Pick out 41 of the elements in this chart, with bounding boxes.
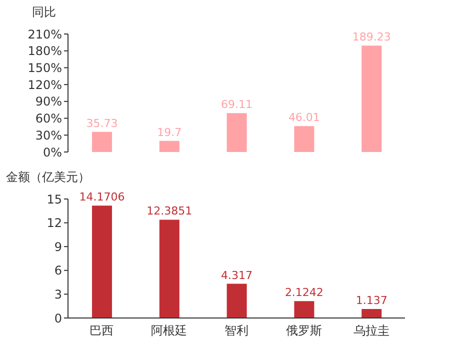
- y-tick-label: 60%: [35, 112, 62, 126]
- data-label: 46.01: [288, 111, 320, 124]
- y-tick-label: 0%: [42, 145, 62, 160]
- y-tick-label: 15: [46, 192, 62, 206]
- y-tick-label: 120%: [28, 78, 62, 92]
- y-axis-title: 金额（亿美元）: [6, 169, 91, 186]
- y-tick-label: 30%: [35, 128, 62, 142]
- bar: [92, 132, 112, 152]
- y-tick-label: 210%: [28, 27, 62, 42]
- data-label: 35.73: [86, 116, 118, 130]
- bar: [226, 113, 247, 152]
- bar: [362, 46, 382, 152]
- bar: [362, 308, 382, 318]
- x-tick-label: 俄罗斯: [286, 324, 322, 338]
- data-label: 14.1706: [79, 190, 125, 204]
- y-tick-label: 12: [46, 216, 62, 230]
- x-tick-label: 智利: [224, 324, 248, 338]
- bar: [92, 206, 112, 318]
- x-tick-label: 巴西: [90, 324, 114, 338]
- y-axis-title: 同比: [31, 4, 57, 21]
- data-label: 12.3851: [146, 204, 192, 218]
- y-tick-label: 6: [54, 264, 62, 278]
- data-label: 2.1242: [284, 286, 324, 300]
- data-label: 4.317: [221, 268, 253, 282]
- y-tick-label: 150%: [28, 60, 62, 75]
- bar: [294, 301, 314, 318]
- bar: [159, 220, 180, 318]
- y-tick-label: 180%: [28, 44, 62, 58]
- x-tick-label: 阿根廷: [151, 324, 188, 338]
- bar: [294, 126, 314, 152]
- y-tick-label: 0: [54, 311, 62, 326]
- data-label: 1.137: [356, 294, 388, 307]
- y-tick-label: 3: [54, 287, 62, 302]
- bar: [226, 284, 247, 318]
- y-tick-label: 90%: [35, 94, 62, 109]
- data-label: 189.23: [352, 30, 391, 44]
- y-tick-label: 9: [54, 240, 62, 254]
- data-label: 69.11: [221, 98, 253, 112]
- data-label: 19.7: [157, 126, 182, 139]
- bar: [159, 140, 180, 152]
- x-tick-label: 乌拉圭: [353, 324, 390, 338]
